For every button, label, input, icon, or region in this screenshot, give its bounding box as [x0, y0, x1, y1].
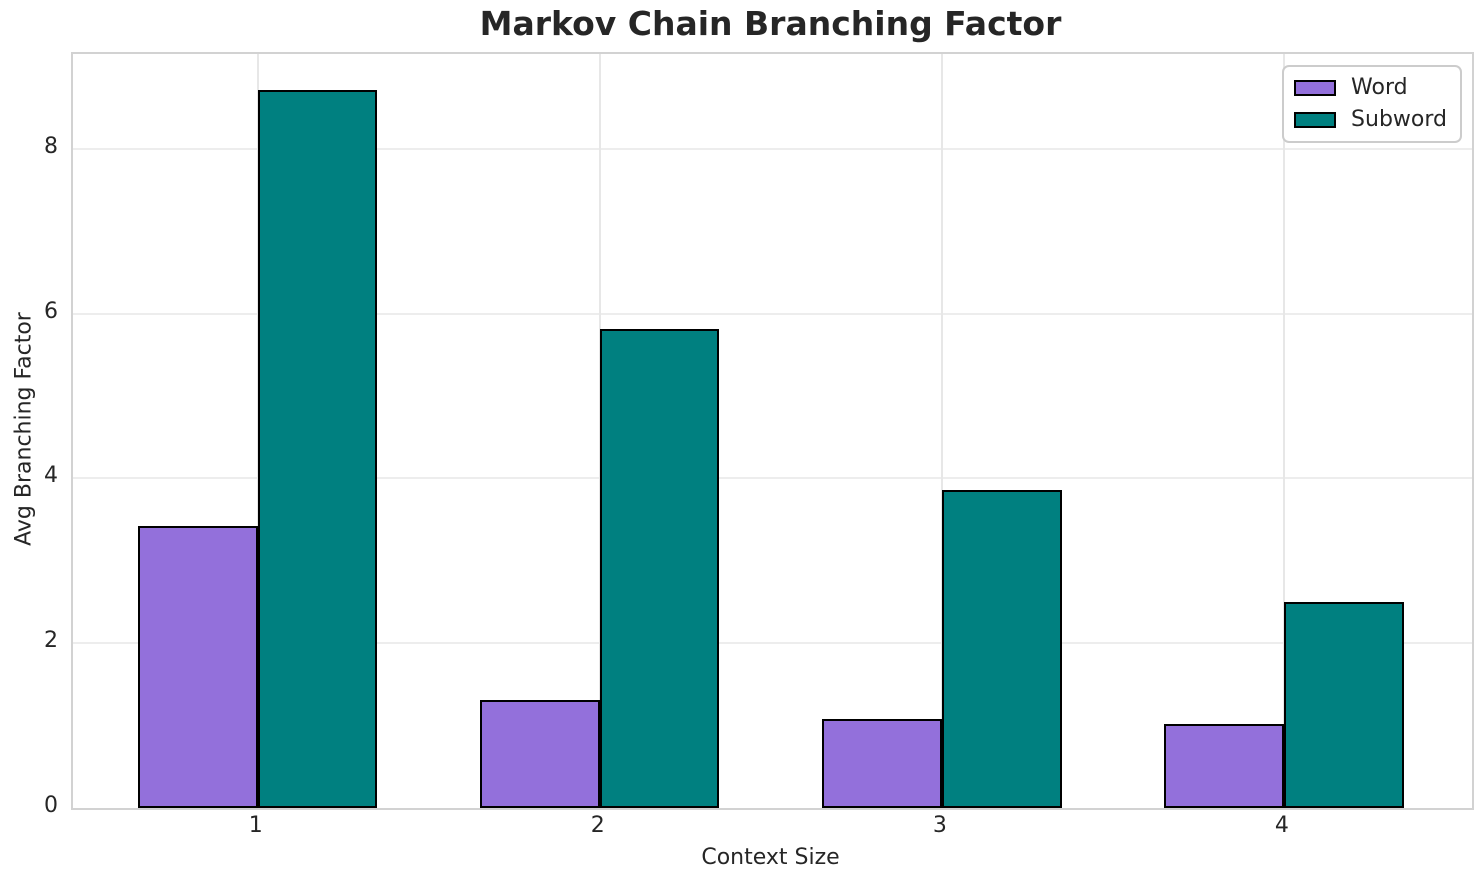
bar-word-context-3 — [822, 719, 942, 808]
bar-subword-context-1 — [257, 90, 378, 808]
bar-word-context-1 — [137, 526, 258, 808]
plot-area: Word Subword — [71, 52, 1474, 810]
bar-word-context-2 — [480, 700, 600, 808]
legend-swatch-word — [1294, 80, 1337, 96]
legend: Word Subword — [1282, 65, 1462, 143]
y-axis-label: Avg Branching Factor — [11, 312, 37, 546]
y-tick-label-0: 0 — [44, 793, 58, 818]
gridline-x-3 — [940, 54, 943, 808]
bar-subword-context-4 — [1283, 602, 1404, 808]
y-tick-label-6: 6 — [44, 298, 58, 324]
legend-item-subword: Subword — [1294, 107, 1447, 133]
y-tick-label-2: 2 — [44, 628, 58, 654]
legend-label-word: Word — [1351, 75, 1408, 100]
x-tick-label-4: 4 — [1274, 813, 1289, 838]
y-tick-label-8: 8 — [44, 133, 58, 159]
x-tick-label-1: 1 — [248, 813, 263, 838]
gridline-y-8 — [73, 147, 1472, 150]
legend-swatch-subword — [1294, 112, 1337, 128]
gridline-x-4 — [1282, 54, 1285, 808]
bar-subword-context-2 — [599, 329, 720, 808]
chart-title: Markov Chain Branching Factor — [479, 4, 1062, 43]
y-tick-label-4: 4 — [44, 463, 58, 489]
x-tick-label-3: 3 — [932, 813, 947, 838]
gridline-y-4 — [73, 477, 1472, 480]
x-axis-label: Context Size — [701, 845, 840, 870]
gridline-y-6 — [73, 312, 1472, 315]
legend-label-subword: Subword — [1351, 107, 1447, 132]
x-tick-label-2: 2 — [590, 813, 605, 838]
gridline-y-2 — [73, 642, 1472, 645]
bar-subword-context-3 — [941, 489, 1062, 808]
legend-item-word: Word — [1294, 75, 1447, 101]
bar-word-context-4 — [1164, 723, 1284, 808]
